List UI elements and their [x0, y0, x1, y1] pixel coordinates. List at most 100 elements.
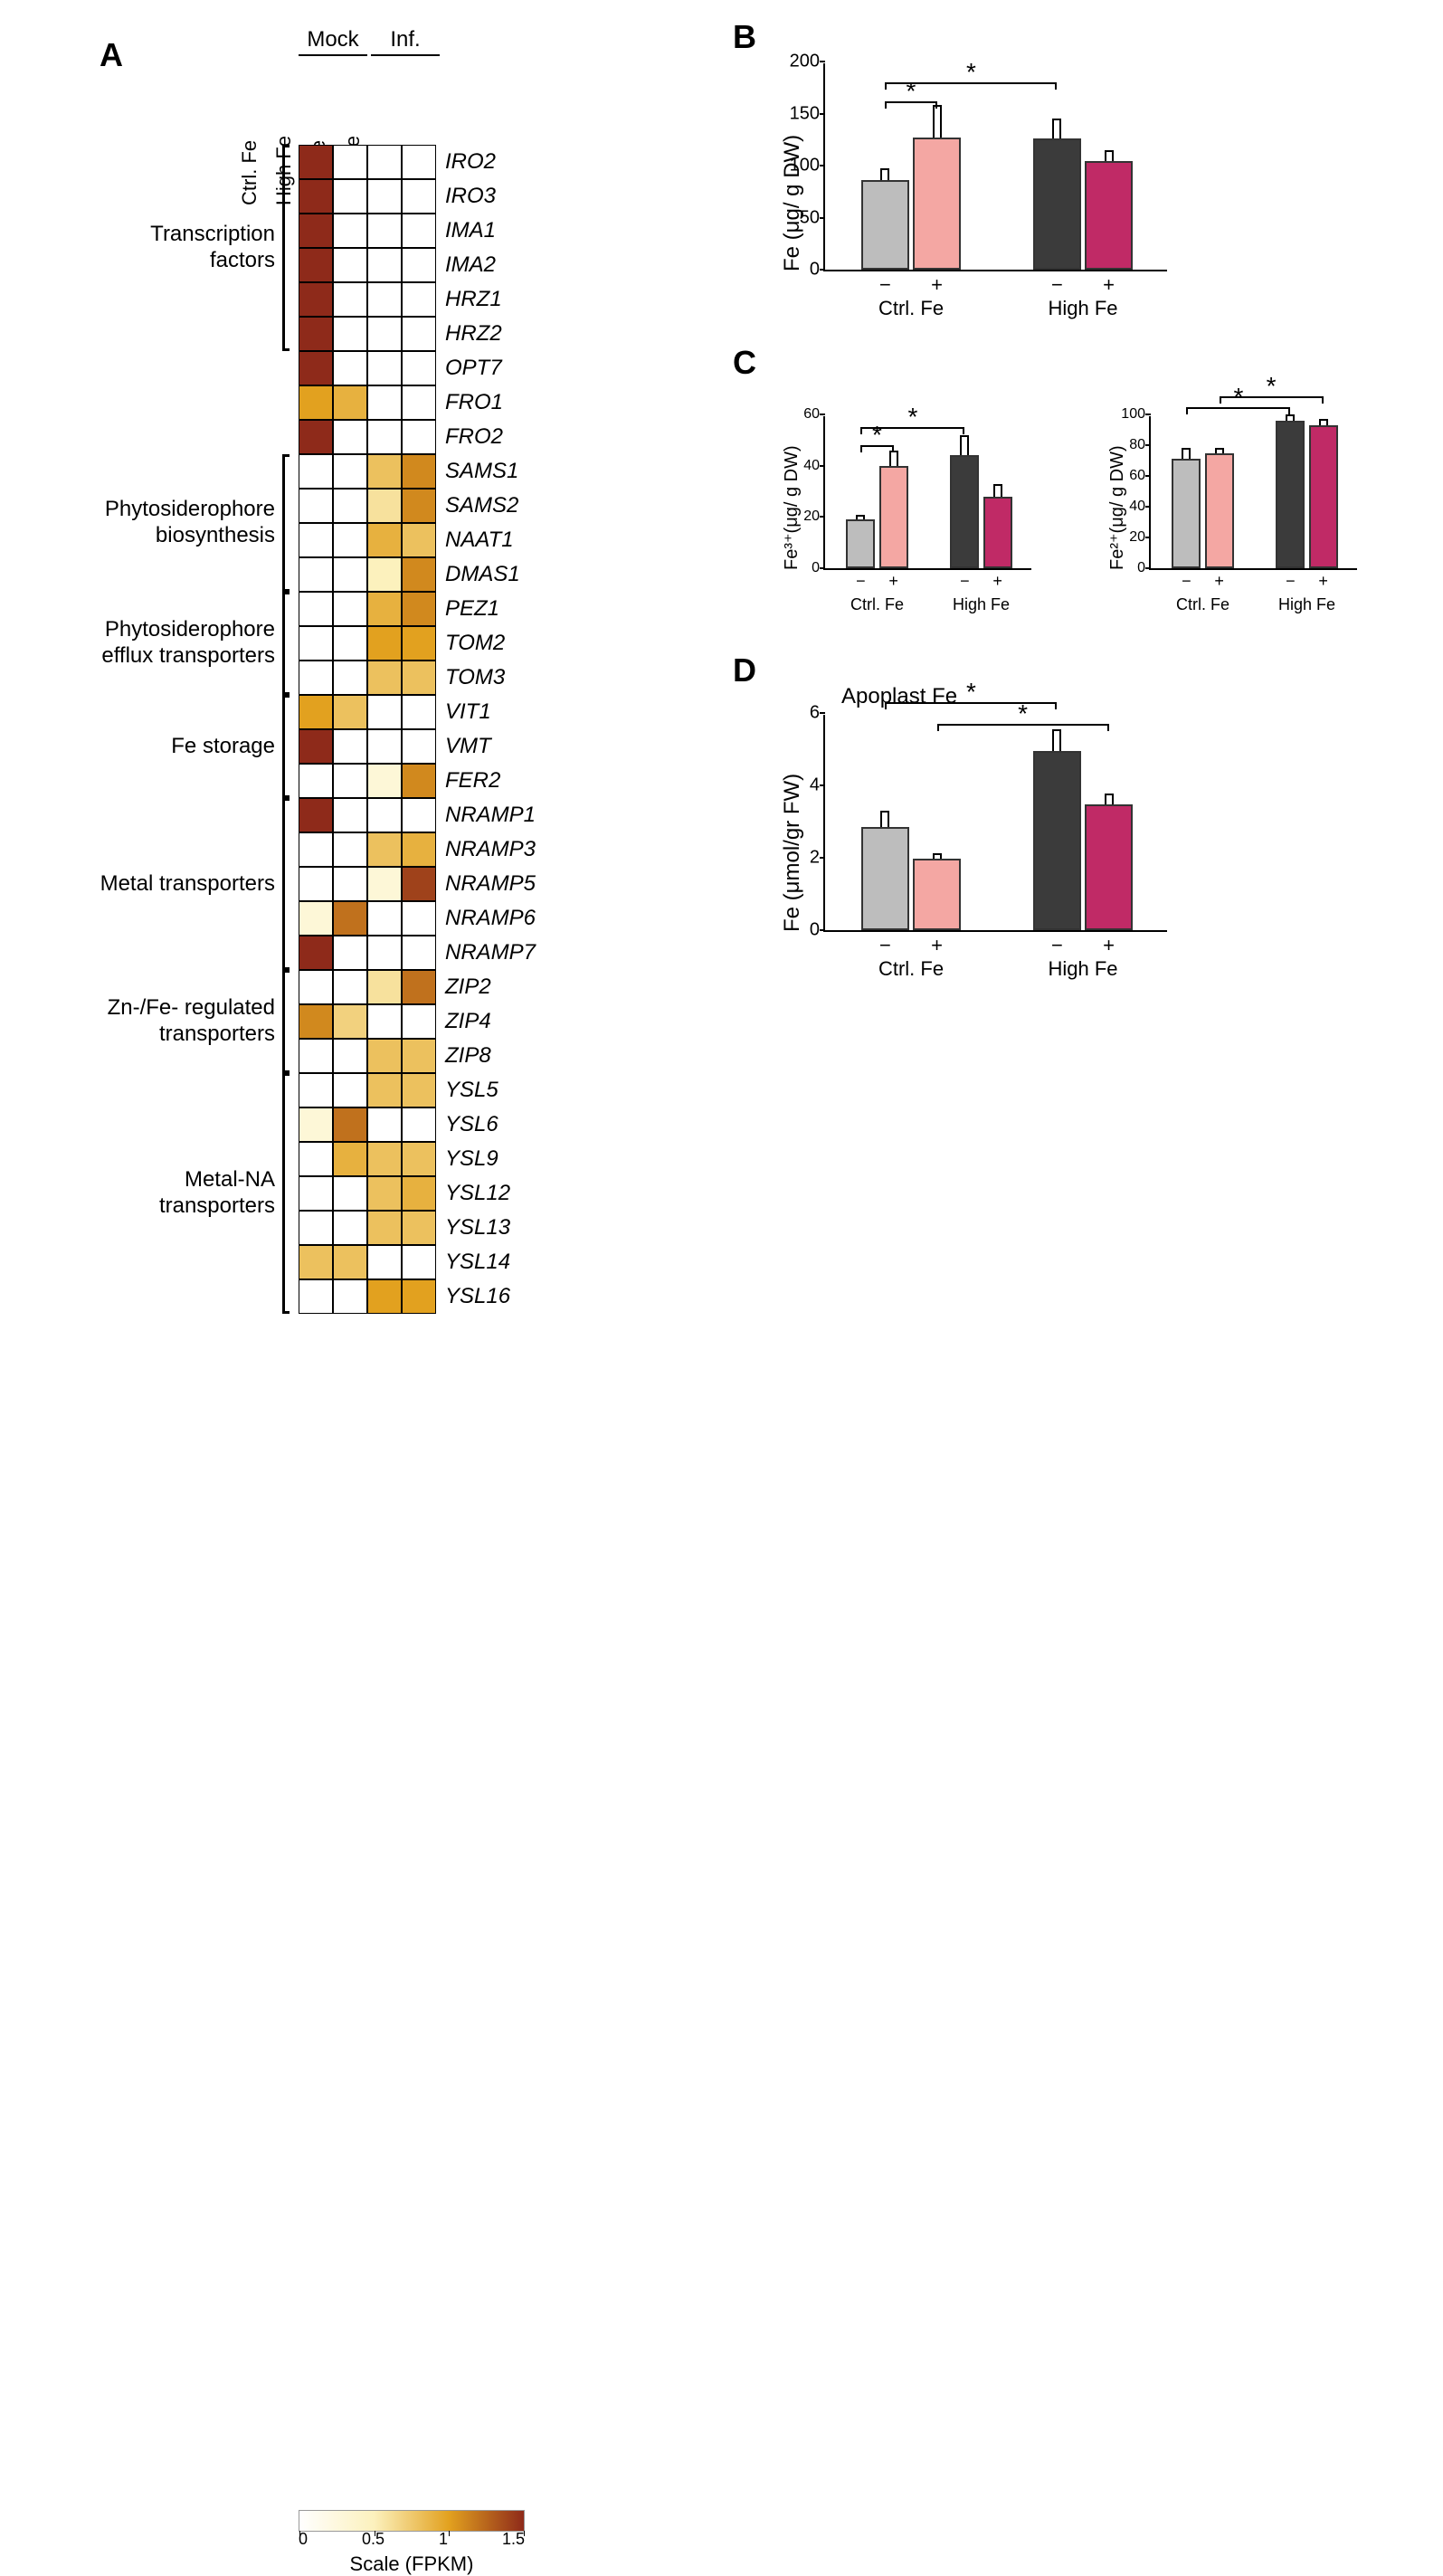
y-tick [1145, 413, 1151, 415]
heatmap-cell [333, 454, 367, 489]
gene-label: HRZ2 [445, 321, 502, 347]
y-tick [1145, 475, 1151, 477]
gene-label: YSL14 [445, 1250, 510, 1275]
heatmap-cell [333, 1279, 367, 1314]
x-tick-label: + [1214, 572, 1224, 591]
gene-label: VMT [445, 734, 491, 759]
y-tick-label: 100 [790, 156, 820, 176]
heatmap-cell [333, 1142, 367, 1176]
bar [1033, 751, 1081, 930]
y-tick-label: 40 [1129, 499, 1145, 515]
gene-label: ZIP4 [445, 1009, 491, 1034]
x-group-label: High Fe [1048, 957, 1117, 981]
y-tick [1145, 444, 1151, 446]
heatmap-cell [367, 764, 402, 798]
bar [1276, 421, 1305, 568]
category-bracket [282, 1073, 290, 1314]
heatmap-cell [402, 454, 436, 489]
heatmap-cell [402, 764, 436, 798]
x-tick-label: + [888, 572, 898, 591]
heatmap-cell [367, 145, 402, 179]
heatmap-row: YSL9 [299, 1142, 859, 1176]
heatmap-cell [367, 557, 402, 592]
y-tick-label: 60 [1129, 468, 1145, 484]
significance-star: * [966, 66, 976, 79]
heatmap-cell [402, 282, 436, 317]
gene-label: IRO3 [445, 184, 496, 209]
heatmap-cell [299, 351, 333, 385]
heatmap-row: YSL16 [299, 1279, 859, 1314]
heatmap-cell [367, 1039, 402, 1073]
y-tick [820, 929, 825, 931]
x-tick-label: − [879, 934, 891, 957]
y-tick-label: 100 [1121, 406, 1145, 423]
heatmap-cell [402, 661, 436, 695]
y-tick [820, 113, 825, 115]
bar [1309, 425, 1338, 568]
figure-container: A MockInf. Ctrl. FeHigh FeCtrl. FeHigh F… [18, 18, 1425, 1271]
y-tick [820, 567, 825, 569]
y-tick-label: 6 [810, 703, 820, 724]
x-group-label: High Fe [1278, 595, 1335, 614]
colorbar-tick-label: 0.5 [362, 2530, 384, 2549]
gene-label: YSL12 [445, 1181, 510, 1206]
gene-label: NRAMP5 [445, 871, 536, 897]
gene-label: SAMS2 [445, 493, 518, 518]
heatmap-top-header: Mock [299, 27, 367, 56]
x-tick-label: − [1051, 934, 1063, 957]
category-item: Metal-NAtransporters [40, 1073, 290, 1314]
category-label: Phytosiderophoreefflux transporters [40, 617, 275, 670]
colorbar-tick-label: 1.5 [502, 2530, 525, 2549]
y-tick-label: 0 [810, 920, 820, 941]
heatmap-cell [299, 592, 333, 626]
colorbar-area: 00.511.5 Scale (FPKM) [299, 2510, 525, 2576]
gene-label: OPT7 [445, 356, 502, 381]
heatmap-cell [299, 523, 333, 557]
y-tick-label: 0 [812, 560, 820, 576]
heatmap-cell [402, 145, 436, 179]
category-bracket [282, 798, 290, 970]
heatmap-cell [333, 695, 367, 729]
heatmap-cell [402, 1279, 436, 1314]
gene-label: NAAT1 [445, 528, 514, 553]
bar-chart: Fe²⁺(μg/ g DW)020406080100−+−+Ctrl. FeHi… [1086, 380, 1393, 642]
heatmap-cell [367, 936, 402, 970]
category-bracket [282, 695, 290, 798]
heatmap-cell [299, 179, 333, 214]
y-axis-label: Fe (μmol/gr FW) [780, 774, 805, 932]
heatmap-row: YSL13 [299, 1211, 859, 1245]
error-bar [1052, 729, 1061, 751]
heatmap-cell [299, 1279, 333, 1314]
heatmap-cell [402, 557, 436, 592]
category-item: Fe storage [40, 695, 290, 798]
bar [1172, 459, 1201, 568]
category-bracket [282, 145, 290, 351]
gene-label: FRO1 [445, 390, 503, 415]
heatmap-row: ZIP8 [299, 1039, 859, 1073]
heatmap-cell [299, 867, 333, 901]
bar [913, 138, 961, 270]
bar-chart: Fe (μmol/gr FW)0246−+−+Ctrl. FeHigh Fe**… [706, 651, 1203, 1004]
category-item: Phytosiderophorebiosynthesis [40, 454, 290, 592]
heatmap-cell [299, 970, 333, 1004]
error-bar [1052, 119, 1061, 138]
heatmap-cell [299, 145, 333, 179]
x-tick-label: − [1051, 273, 1063, 297]
heatmap-row: YSL6 [299, 1107, 859, 1142]
colorbar-tick-label: 1 [439, 2530, 448, 2549]
heatmap-cell [402, 317, 436, 351]
heatmap-cell [367, 1211, 402, 1245]
category-label: Transcriptionfactors [40, 222, 275, 274]
heatmap-cell [333, 385, 367, 420]
heatmap-cell [333, 145, 367, 179]
heatmap-cell [367, 248, 402, 282]
heatmap-cell [367, 970, 402, 1004]
error-bar [1182, 448, 1191, 459]
error-bar [1105, 150, 1114, 162]
x-group-label: Ctrl. Fe [878, 957, 944, 981]
category-label: Metal transporters [40, 871, 275, 898]
heatmap-cell [367, 179, 402, 214]
x-tick-label: − [1286, 572, 1296, 591]
heatmap-cell [333, 764, 367, 798]
heatmap-cell [333, 1176, 367, 1211]
